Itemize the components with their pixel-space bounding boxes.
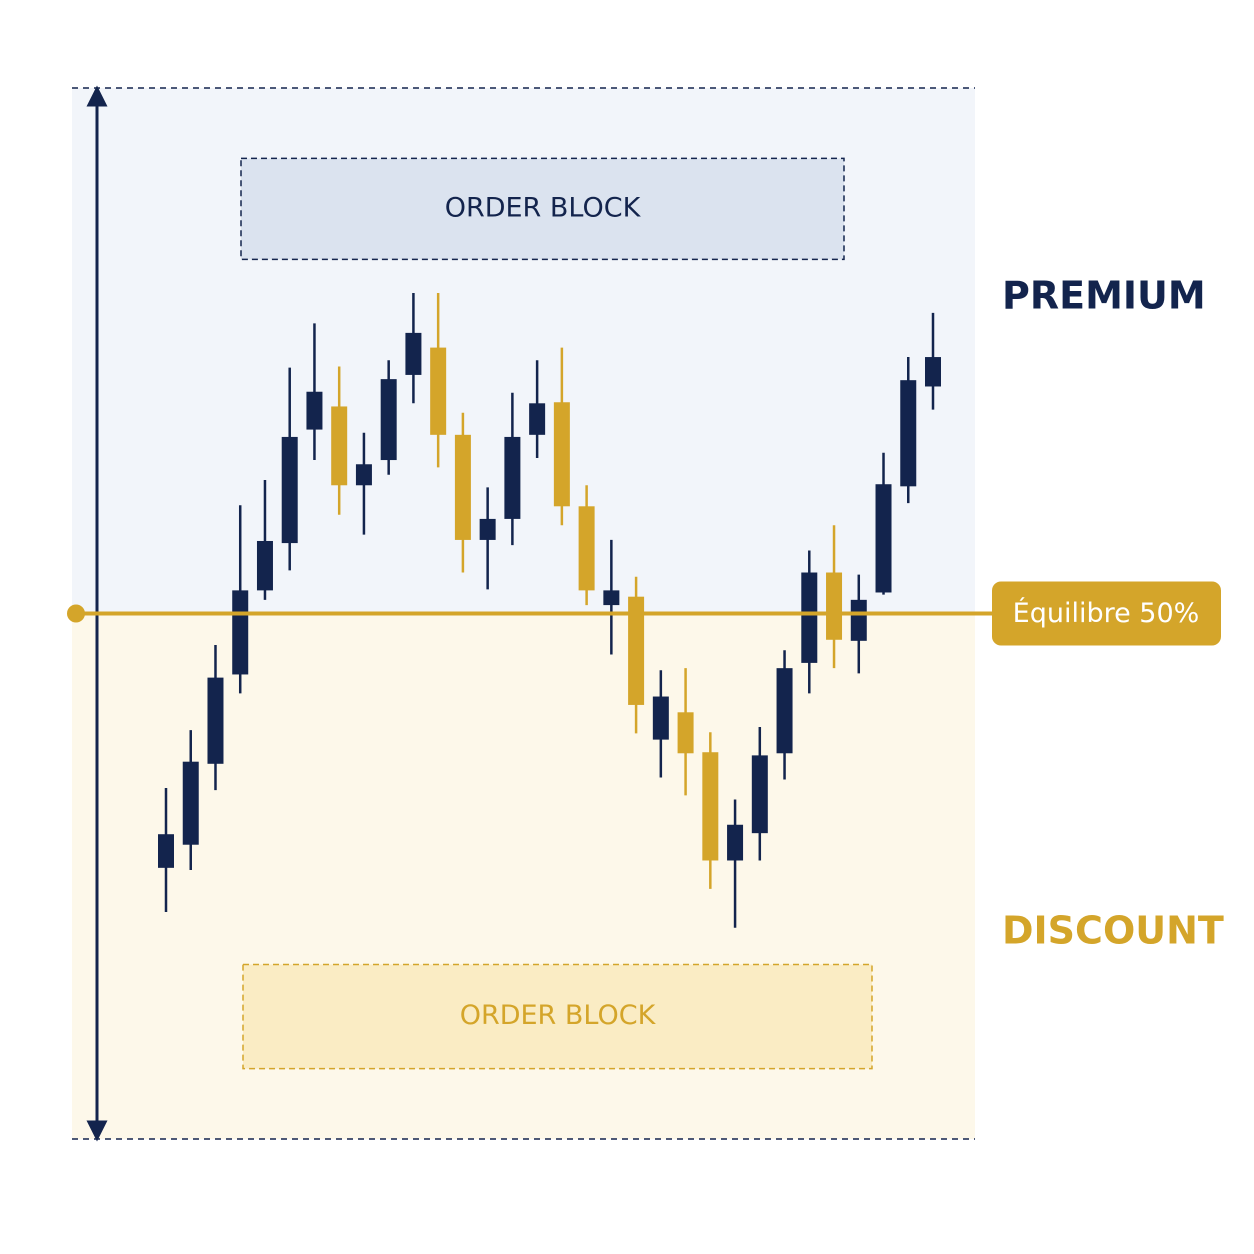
candle-body	[182, 761, 199, 845]
candle-body	[454, 434, 471, 540]
candle-body	[603, 590, 620, 606]
candle-body	[925, 357, 941, 387]
candle-body	[776, 668, 793, 754]
candle-body	[801, 572, 818, 663]
order-block-label: ORDER BLOCK	[460, 1000, 657, 1031]
candle-body	[479, 518, 496, 540]
candle-body	[826, 572, 843, 640]
equilibrium-dot	[67, 604, 85, 623]
candle-body	[529, 403, 546, 435]
order-block-label: ORDER BLOCK	[445, 192, 642, 223]
candle-body	[727, 824, 744, 861]
candle-body	[158, 834, 174, 868]
candle-body	[875, 484, 892, 593]
equilibrium-label: Équilibre 50%	[1013, 597, 1200, 629]
candle-body	[677, 712, 694, 754]
candle-body	[850, 599, 867, 641]
candle-body	[578, 506, 595, 591]
candle-body	[900, 380, 917, 487]
equilibrium-badge	[992, 581, 1221, 646]
candle-body	[207, 677, 224, 764]
order-block	[242, 963, 873, 1070]
candle-body	[702, 752, 719, 861]
candle-body	[380, 379, 397, 461]
candle-body	[281, 436, 298, 544]
candle-body	[405, 332, 422, 375]
order-block	[240, 157, 845, 261]
candle-body	[504, 436, 521, 519]
candle-body	[306, 391, 323, 430]
premium-label: PREMIUM	[1002, 274, 1206, 318]
discount-label: DISCOUNT	[1002, 909, 1224, 953]
candle-body	[331, 406, 348, 486]
candle-body	[652, 696, 669, 740]
candle-body	[628, 596, 645, 705]
candle-body	[355, 464, 372, 486]
candle-body	[232, 590, 249, 675]
candle-body	[256, 540, 273, 591]
candle-body	[553, 402, 570, 507]
candle-body	[751, 755, 768, 834]
candle-body	[430, 347, 447, 435]
